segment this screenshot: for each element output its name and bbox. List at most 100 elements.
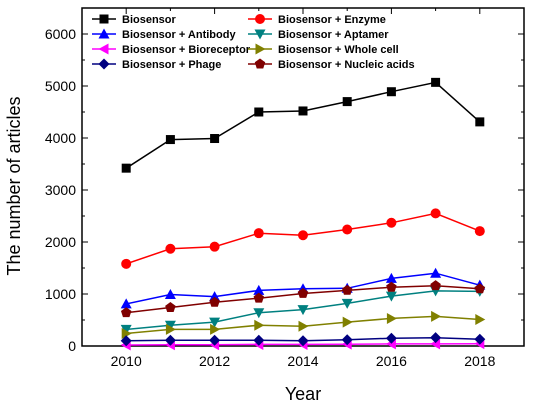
x-tick-label: 2012: [199, 353, 230, 369]
series-biosensor-phage: [120, 332, 486, 347]
legend-label: Biosensor + Bioreceptor: [122, 44, 251, 56]
data-point: [209, 241, 220, 252]
legend-marker: [254, 29, 266, 40]
data-point: [430, 208, 441, 219]
data-point: [385, 291, 397, 302]
data-point: [297, 335, 309, 347]
legend: Biosensor Biosensor + Enzyme Biosensor + A…: [92, 14, 415, 71]
y-tick-label: 0: [68, 338, 76, 354]
y-axis-title: The number of articles: [4, 96, 24, 275]
axis-ticks: 2010 2012 2014 2016 2018 0 1000 2000 3000 4000 500…: [45, 7, 525, 369]
data-point: [165, 243, 176, 254]
legend-item: Biosensor + Phage: [92, 58, 221, 71]
legend-item: Biosensor + Enzyme: [248, 14, 386, 26]
data-point: [342, 97, 352, 107]
x-tick-label: 2010: [111, 353, 142, 369]
data-point: [165, 323, 176, 335]
data-point: [297, 287, 309, 298]
data-point: [297, 305, 309, 316]
data-point: [253, 308, 265, 319]
data-point: [209, 291, 221, 302]
data-point: [474, 226, 485, 237]
data-point: [253, 334, 265, 346]
series-biosensor-aptamer: [120, 286, 486, 335]
y-tick-label: 6000: [45, 26, 76, 42]
data-point: [341, 298, 353, 309]
x-tick-label: 2014: [287, 353, 318, 369]
data-point: [386, 312, 397, 324]
legend-marker: [98, 58, 110, 70]
data-point: [254, 319, 265, 331]
legend-marker: [98, 43, 109, 55]
legend-label: Biosensor + Phage: [122, 59, 221, 71]
legend-item: Biosensor: [92, 14, 177, 26]
data-point: [431, 310, 442, 322]
data-point: [474, 283, 486, 294]
data-point: [209, 296, 220, 307]
legend-label: Biosensor + Whole cell: [278, 44, 399, 56]
series-biosensor-whole-cell: [121, 310, 486, 340]
data-point: [121, 258, 132, 269]
data-point: [341, 284, 353, 295]
data-point: [164, 320, 176, 331]
x-tick-label: 2018: [464, 353, 495, 369]
series-layer: [120, 77, 486, 351]
data-point: [165, 135, 175, 145]
legend-label: Biosensor + Enzyme: [278, 14, 386, 26]
legend-label: Biosensor + Aptamer: [278, 29, 389, 41]
data-point: [121, 163, 131, 173]
y-tick-label: 4000: [45, 130, 76, 146]
legend-item: Biosensor + Nucleic acids: [248, 58, 415, 71]
data-point: [385, 272, 397, 283]
data-point: [253, 284, 265, 295]
series-line: [125, 81, 481, 169]
data-point: [254, 107, 264, 117]
legend-label: Biosensor + Nucleic acids: [278, 59, 415, 71]
y-tick-label: 1000: [45, 286, 76, 302]
data-point: [475, 313, 486, 325]
series-biosensor: [121, 77, 485, 173]
data-point: [431, 77, 441, 87]
legend-item: Biosensor + Aptamer: [248, 29, 389, 41]
data-point: [474, 333, 486, 345]
y-tick-label: 2000: [45, 234, 76, 250]
series-biosensor-nucleic-acids: [120, 280, 486, 318]
legend-label: Biosensor: [122, 14, 177, 26]
legend-item: Biosensor + Antibody: [92, 28, 236, 41]
data-point: [209, 334, 221, 346]
data-point: [120, 335, 132, 347]
data-point: [253, 228, 264, 239]
data-point: [430, 267, 442, 278]
data-point: [298, 106, 308, 116]
data-point: [120, 298, 132, 309]
y-tick-label: 5000: [45, 78, 76, 94]
legend-marker: [98, 28, 110, 39]
data-point: [342, 316, 353, 328]
data-point: [120, 307, 132, 318]
data-point: [298, 320, 309, 332]
data-point: [210, 134, 220, 144]
data-point: [386, 281, 397, 292]
legend-label: Biosensor + Antibody: [122, 29, 236, 41]
data-point: [475, 117, 485, 127]
data-point: [385, 332, 397, 344]
data-point: [298, 230, 308, 241]
data-point: [341, 334, 353, 346]
data-point: [209, 317, 221, 328]
data-point: [210, 323, 221, 335]
legend-item: Biosensor + Bioreceptor: [92, 43, 251, 56]
legend-marker: [255, 14, 265, 24]
y-tick-label: 3000: [45, 182, 76, 198]
data-point: [386, 217, 397, 228]
legend-marker: [99, 14, 109, 24]
data-point: [120, 324, 132, 335]
data-point: [121, 328, 132, 340]
x-axis-title: Year: [285, 384, 321, 404]
data-point: [430, 332, 442, 344]
data-point: [386, 87, 396, 97]
series-biosensor-enzyme: [121, 208, 485, 269]
data-point: [342, 224, 353, 235]
x-tick-label: 2016: [376, 353, 407, 369]
data-point: [165, 302, 176, 312]
